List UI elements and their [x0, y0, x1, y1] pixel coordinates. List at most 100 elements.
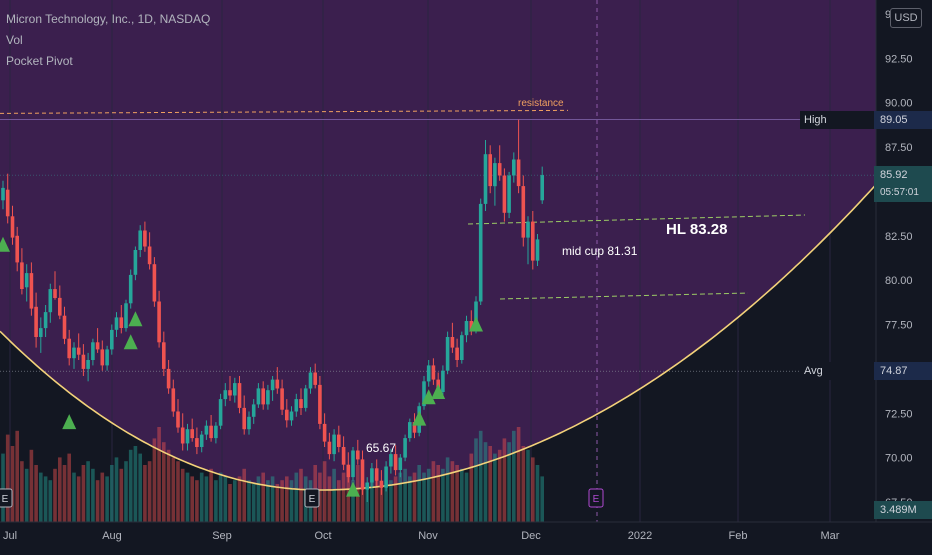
candle-body	[251, 404, 256, 417]
volume-bar	[72, 472, 76, 522]
candle-body	[497, 163, 502, 176]
candle-body	[39, 328, 43, 337]
x-tick-label: 2022	[628, 530, 652, 542]
volume-bar	[195, 480, 199, 522]
candle-body	[322, 423, 327, 442]
candle-body	[152, 264, 157, 302]
volume-bar	[483, 442, 488, 522]
candle-body	[502, 175, 507, 213]
candle-body	[337, 434, 341, 447]
x-tick-label: Sep	[212, 530, 232, 542]
candle-body	[72, 347, 76, 359]
volume-bar	[389, 480, 393, 522]
candle-body	[478, 203, 483, 302]
candle-body	[209, 425, 213, 439]
candle-body	[346, 464, 351, 478]
volume-bar	[1, 453, 5, 522]
candle-body	[469, 321, 474, 330]
volume-bar	[138, 453, 142, 522]
candle-body	[474, 301, 478, 330]
volume-bar	[526, 449, 530, 522]
candle-body	[143, 230, 147, 247]
volume-bar	[15, 430, 19, 522]
candle-body	[426, 365, 431, 382]
candle-body	[5, 189, 10, 217]
indicator-pocket-pivot-label[interactable]: Pocket Pivot	[6, 54, 73, 68]
countdown-tag: 05:57:01	[874, 184, 932, 202]
candle-body	[81, 354, 86, 369]
candle-body	[512, 159, 516, 176]
volume-bar	[95, 480, 100, 522]
pocket-pivot-triangle	[128, 311, 143, 327]
candle-body	[157, 301, 161, 343]
volume-bar	[237, 476, 242, 522]
candle-body	[67, 338, 71, 359]
candle-body	[303, 388, 308, 408]
candle-body	[133, 250, 138, 275]
volume-bar	[365, 487, 369, 522]
candle-body	[100, 349, 105, 366]
candle-body	[147, 246, 152, 265]
currency-button[interactable]: USD	[890, 8, 922, 28]
x-tick-label: Oct	[314, 530, 331, 542]
volume-bar	[412, 472, 417, 522]
volume-bar	[204, 476, 209, 522]
earnings-marker[interactable]: E	[0, 488, 13, 508]
annotation-mid-cup: mid cup 81.31	[562, 244, 638, 258]
candle-body	[1, 187, 5, 201]
pocket-pivot-triangle	[123, 334, 138, 350]
annotation-resistance: resistance	[518, 98, 564, 109]
volume-bar	[445, 457, 450, 522]
candle-body	[422, 381, 426, 407]
volume-bar	[318, 472, 322, 522]
candle-body	[384, 466, 388, 488]
volume-bar	[256, 476, 261, 522]
volume-bar	[48, 480, 53, 522]
volume-bar	[436, 465, 440, 522]
volume-bar	[143, 465, 147, 522]
volume-bar	[24, 468, 29, 522]
volume-bar	[5, 434, 10, 522]
candle-body	[408, 422, 412, 439]
candle-body	[218, 399, 223, 426]
pocket-pivot-triangle	[62, 414, 77, 430]
x-tick-label: Jul	[3, 530, 17, 542]
volume-bar	[91, 468, 95, 522]
volume-bar	[209, 468, 213, 522]
y-tick-label: 72.50	[885, 408, 913, 420]
indicator-vol-label[interactable]: Vol	[6, 33, 23, 47]
volume-bar	[261, 472, 265, 522]
candle-body	[237, 383, 242, 408]
candle-body	[332, 434, 336, 455]
earnings-marker[interactable]: E	[304, 488, 320, 508]
candle-body	[450, 337, 455, 348]
volume-bar	[460, 468, 464, 522]
candle-body	[389, 454, 393, 467]
candle-body	[76, 347, 81, 355]
time-axis	[0, 522, 932, 550]
x-tick-label: Aug	[102, 530, 122, 542]
candle-body	[10, 216, 15, 238]
volume-bar	[53, 468, 57, 522]
volume-bar	[34, 465, 38, 522]
candle-body	[285, 409, 289, 421]
x-tick-label: Feb	[729, 530, 748, 542]
volume-bar	[105, 476, 109, 522]
candle-body	[233, 383, 237, 396]
earnings-marker[interactable]: E	[588, 488, 604, 508]
volume-bar	[29, 449, 34, 522]
candle-body	[29, 273, 34, 309]
candle-body	[398, 457, 403, 470]
candle-body	[483, 154, 488, 204]
candle-body	[48, 289, 53, 313]
y-tick-label: 87.50	[885, 142, 913, 154]
candle-body	[294, 399, 299, 412]
volume-bar	[147, 461, 152, 522]
volume-tag: 3.489M	[874, 501, 932, 519]
candle-body	[114, 317, 119, 330]
volume-bar	[540, 476, 544, 522]
avg-label-text: Avg	[804, 365, 823, 377]
candle-body	[166, 368, 171, 389]
x-tick-label: Mar	[821, 530, 840, 542]
